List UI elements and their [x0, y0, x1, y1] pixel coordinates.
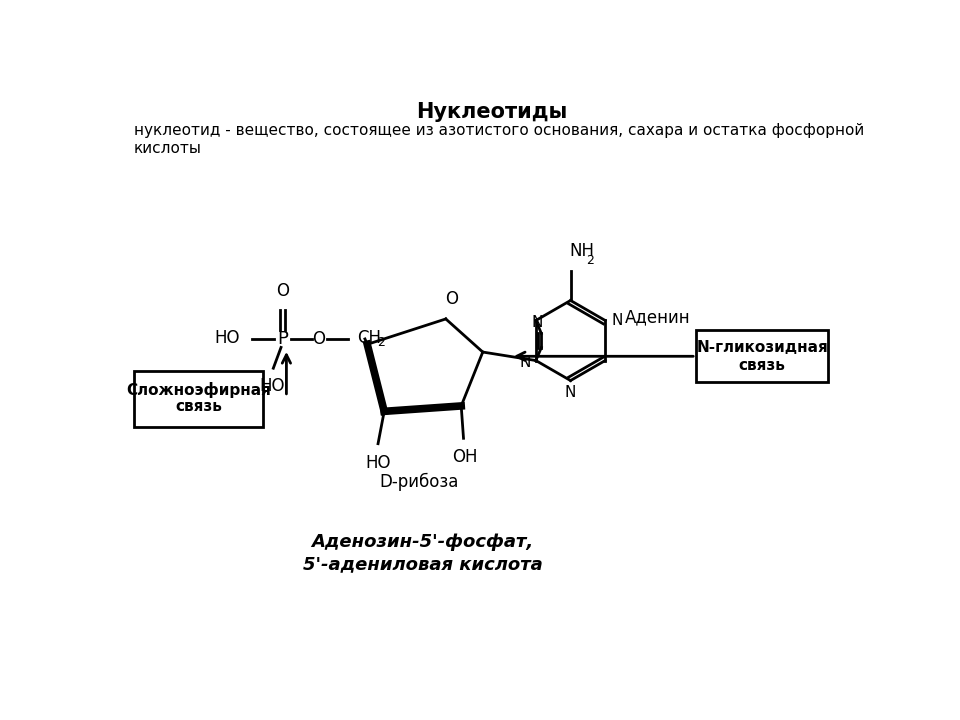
Text: Сложноэфирная: Сложноэфирная [126, 382, 271, 397]
Text: Нуклеотиды: Нуклеотиды [417, 102, 567, 122]
Text: N: N [564, 385, 576, 400]
Text: O: O [312, 330, 325, 348]
Text: связь: связь [739, 358, 785, 373]
Bar [696, 330, 828, 382]
Text: O: O [276, 282, 289, 300]
Text: 2: 2 [377, 336, 385, 349]
Text: N: N [612, 313, 622, 328]
Text: CH: CH [357, 329, 381, 347]
Text: N: N [519, 354, 531, 369]
Text: D-рибоза: D-рибоза [379, 473, 459, 491]
Text: P: P [277, 330, 288, 348]
Text: NH: NH [569, 243, 594, 261]
Text: OH: OH [452, 449, 478, 467]
Text: 5'-адениловая кислота: 5'-адениловая кислота [302, 555, 542, 573]
Text: 2: 2 [586, 253, 594, 266]
Text: N-гликозидная: N-гликозидная [696, 340, 828, 354]
Text: HO: HO [259, 377, 284, 395]
Text: связь: связь [175, 399, 222, 414]
Text: HO: HO [366, 454, 391, 472]
Text: HO: HO [215, 329, 240, 347]
Bar [134, 372, 263, 427]
Text: N: N [532, 315, 543, 330]
Text: Аденозин-5'-фосфат,: Аденозин-5'-фосфат, [312, 534, 534, 552]
Text: нуклеотид - вещество, состоящее из азотистого основания, сахара и остатка фосфор: нуклеотид - вещество, состоящее из азоти… [134, 123, 864, 156]
Text: O: O [445, 290, 459, 308]
Text: Аденин: Аденин [624, 308, 690, 326]
